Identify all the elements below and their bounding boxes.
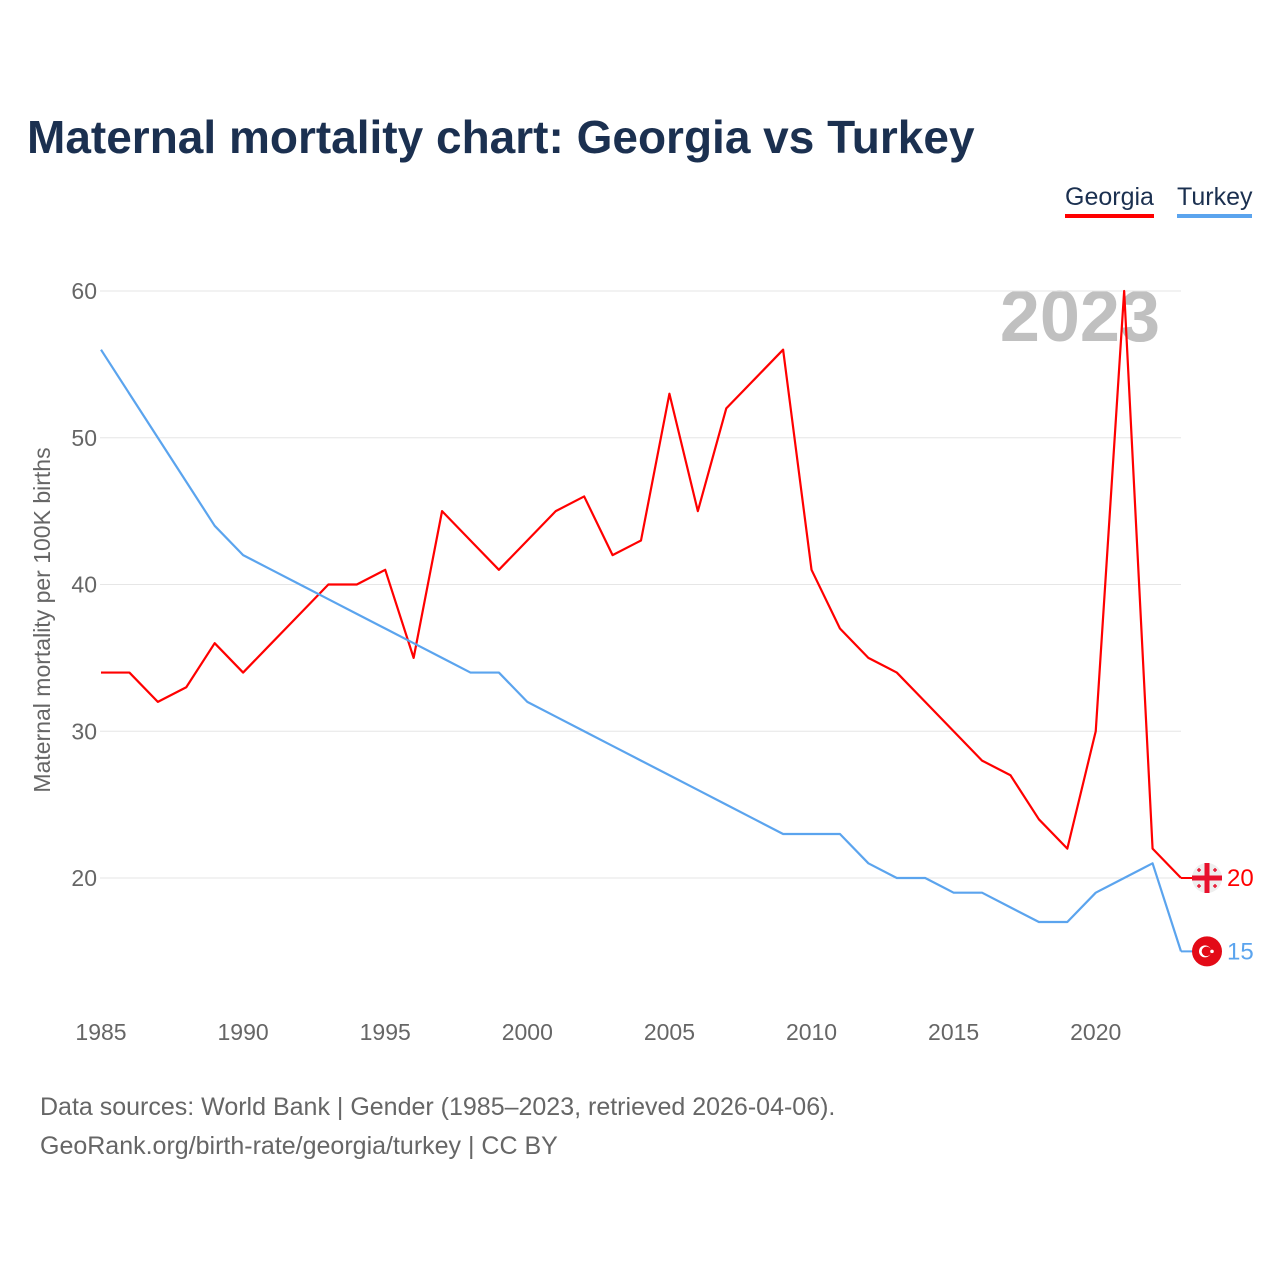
- footer-sources: Data sources: World Bank | Gender (1985–…: [40, 1093, 836, 1121]
- y-tick-label: 20: [71, 865, 97, 891]
- series-line-turkey: [100, 349, 1183, 952]
- y-tick-label: 60: [71, 278, 97, 304]
- x-tick-label: 1990: [218, 1019, 269, 1045]
- y-axis-label: Maternal mortality per 100K births: [29, 447, 55, 792]
- legend-turkey[interactable]: Turkey: [1177, 183, 1253, 218]
- series-line-georgia: [101, 289, 1182, 879]
- x-tick-label: 2015: [928, 1019, 979, 1045]
- chart-title: Maternal mortality chart: Georgia vs Tur…: [27, 111, 975, 163]
- end-value-label: 20: [1227, 865, 1254, 892]
- y-tick-label: 30: [71, 718, 97, 744]
- x-tick-label: 2005: [644, 1019, 695, 1045]
- footer: Data sources: World Bank | Gender (1985–…: [40, 1088, 835, 1166]
- y-tick-label: 50: [71, 425, 97, 451]
- legend-georgia[interactable]: Georgia: [1065, 183, 1154, 218]
- x-tick-label: 1995: [360, 1019, 411, 1045]
- x-tick-label: 2020: [1070, 1019, 1121, 1045]
- x-tick-label: 2000: [502, 1019, 553, 1045]
- footer-attribution[interactable]: GeoRank.org/birth-rate/georgia/turkey | …: [40, 1132, 558, 1160]
- y-tick-label: 40: [71, 572, 97, 598]
- year-watermark: 2023: [1000, 277, 1160, 357]
- x-tick-label: 1985: [75, 1019, 126, 1045]
- end-value-label: 15: [1227, 938, 1254, 965]
- x-tick-label: 2010: [786, 1019, 837, 1045]
